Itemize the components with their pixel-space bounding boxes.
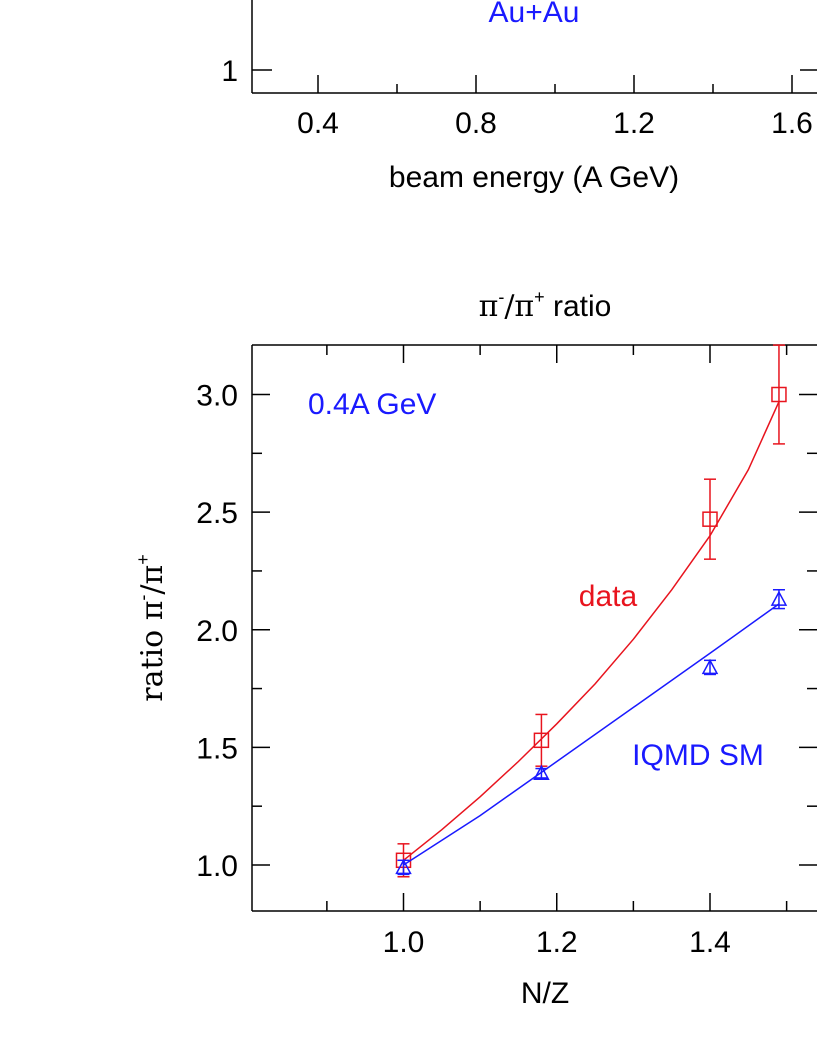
data-point	[533, 764, 550, 781]
top-x-axis-label: beam energy (A GeV)	[389, 161, 679, 194]
top-chart: Au+Au 1 0.4 0.8 1.2 1.6 beam energy (A G…	[221, 0, 817, 194]
top-x-tick-label: 0.4	[297, 107, 339, 140]
y-tick-label: 1.5	[196, 732, 238, 765]
top-y-tick-label: 1	[221, 55, 238, 88]
series-label-iqmd: IQMD SM	[632, 739, 764, 772]
data-point	[701, 658, 719, 675]
y-axis-label: ratio π-/π+	[133, 554, 170, 702]
x-axis-label: N/Z	[521, 977, 569, 1010]
series-iqmd-sm	[395, 589, 788, 876]
y-tick-label: 3.0	[196, 380, 238, 413]
data-point	[770, 590, 788, 606]
series-label-data: data	[579, 580, 638, 613]
top-annotation-au-au: Au+Au	[489, 0, 580, 29]
top-x-tick-label: 1.2	[613, 107, 655, 140]
y-tick-label: 1.0	[196, 850, 238, 883]
chart-title: π-/π+ ratio	[479, 287, 612, 324]
ratio-chart: π-/π+ ratio 1.0 1.2 1.4 1.0 1.5 2.0 2.5 3.0 0.4…	[133, 287, 817, 1010]
top-x-tick-label: 1.6	[771, 107, 813, 140]
axis-ticks	[252, 345, 817, 911]
data-point	[771, 386, 787, 403]
x-tick-label: 1.0	[383, 926, 425, 959]
y-tick-label: 2.5	[196, 497, 238, 530]
fit-curve	[403, 401, 780, 861]
axis-tick-labels: 1.0 1.2 1.4 1.0 1.5 2.0 2.5 3.0	[196, 380, 731, 960]
top-x-tick-label: 0.8	[455, 107, 497, 140]
data-point	[702, 511, 718, 527]
data-point	[533, 732, 550, 749]
x-tick-label: 1.2	[536, 926, 578, 959]
energy-annotation: 0.4A GeV	[308, 388, 436, 421]
x-tick-label: 1.4	[689, 926, 731, 959]
series-layer	[395, 344, 788, 878]
top-x-ticks	[317, 69, 817, 93]
fit-curve	[403, 603, 780, 866]
y-tick-label: 2.0	[196, 615, 238, 648]
data-point	[395, 858, 412, 875]
